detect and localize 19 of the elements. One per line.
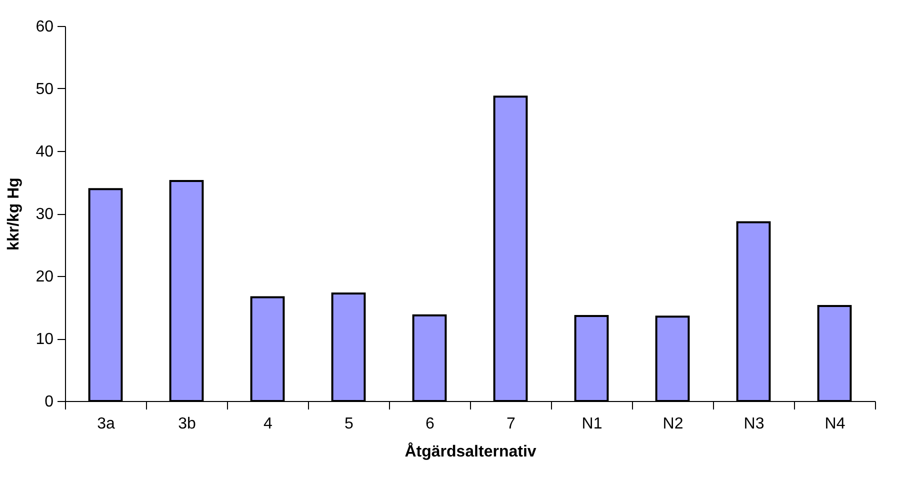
x-tick-label: N3 bbox=[744, 416, 764, 432]
y-tick-label: 10 bbox=[36, 331, 54, 348]
x-axis-title: Åtgärdsalternativ bbox=[404, 442, 536, 460]
y-tick-label: 20 bbox=[36, 268, 54, 286]
y-tick-label: 60 bbox=[36, 18, 54, 36]
x-tick-label: 4 bbox=[264, 416, 273, 432]
x-tick-label: 5 bbox=[344, 416, 354, 432]
x-tick-label: 7 bbox=[506, 416, 516, 432]
y-tick-label: 0 bbox=[44, 394, 54, 410]
x-tick-label: N1 bbox=[582, 416, 602, 432]
x-tick-label: 3a bbox=[97, 416, 115, 432]
y-tick-label: 50 bbox=[36, 81, 54, 98]
x-tick-label: 6 bbox=[426, 416, 435, 432]
x-tick-label: N2 bbox=[662, 416, 684, 432]
y-axis-title: kkr/kg Hg bbox=[6, 178, 23, 250]
y-tick-label: 30 bbox=[36, 206, 54, 223]
x-tick-label: N4 bbox=[824, 416, 846, 432]
y-tick-label: 40 bbox=[36, 144, 54, 160]
x-tick-label: 3b bbox=[178, 416, 196, 432]
